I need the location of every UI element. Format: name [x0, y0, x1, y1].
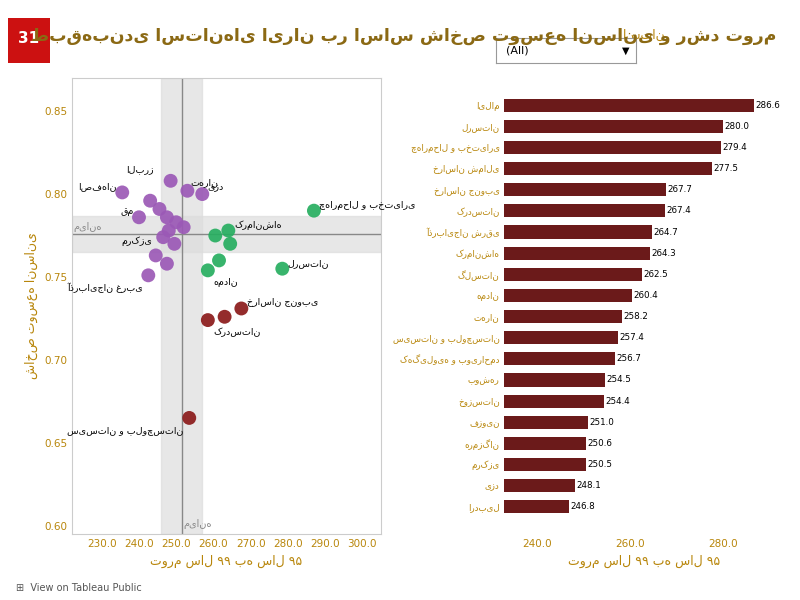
Text: کردستان: کردستان [214, 328, 261, 337]
Title: استان: استان [623, 29, 666, 42]
Text: سیستان و بلوچستان: سیستان و بلوچستان [67, 426, 184, 435]
Bar [0, 500, 569, 513]
Text: مرکزی: مرکزی [122, 237, 152, 247]
Text: آذربایجان غربی: آذربایجان غربی [67, 283, 142, 293]
Point [183, 413, 196, 423]
Point [276, 264, 289, 274]
Point [224, 239, 237, 248]
Point [164, 176, 177, 185]
Bar [0, 268, 642, 281]
Text: 267.4: 267.4 [666, 206, 691, 215]
Point [153, 204, 166, 214]
Text: طبقه‌بندی استان‌های ایران بر اساس شاخص توسعه انسانی و رشد تورم: طبقه‌بندی استان‌های ایران بر اساس شاخص ت… [30, 27, 776, 45]
Text: 286.6: 286.6 [755, 101, 780, 110]
Point [162, 226, 175, 235]
Bar [0, 437, 586, 450]
Text: ▼: ▼ [622, 46, 630, 55]
Bar [0, 289, 632, 302]
Text: 280.0: 280.0 [725, 122, 750, 131]
Text: 264.7: 264.7 [654, 227, 678, 236]
Text: 267.7: 267.7 [667, 185, 693, 194]
Text: 250.5: 250.5 [587, 460, 613, 469]
Bar [0, 373, 605, 386]
Text: (All): (All) [506, 46, 529, 55]
Bar [0, 247, 650, 260]
Bar [0, 99, 754, 112]
Point [213, 256, 226, 265]
Point [170, 217, 182, 227]
Text: اصفهان: اصفهان [78, 182, 117, 191]
Text: لرستان: لرستان [288, 259, 330, 268]
Bar [0, 141, 721, 154]
Bar [0, 226, 652, 239]
Point [168, 239, 181, 248]
Point [209, 231, 222, 241]
Text: 248.1: 248.1 [576, 481, 601, 490]
Text: 251.0: 251.0 [590, 418, 614, 427]
Text: البرز: البرز [126, 165, 154, 174]
Point [161, 259, 174, 269]
Bar [0, 162, 712, 175]
Point [144, 196, 157, 206]
Text: 250.6: 250.6 [588, 439, 613, 448]
Point [218, 312, 231, 322]
Text: 260.4: 260.4 [634, 291, 658, 300]
Text: 254.5: 254.5 [606, 376, 631, 385]
Bar [0, 120, 723, 133]
Text: تهران: تهران [190, 178, 218, 187]
Bar [0, 352, 615, 365]
Text: 262.5: 262.5 [643, 270, 668, 279]
Text: 254.4: 254.4 [606, 397, 630, 406]
Text: 279.4: 279.4 [722, 143, 746, 152]
Point [178, 223, 190, 232]
Point [116, 188, 129, 197]
Bar [0, 205, 665, 217]
Text: 256.7: 256.7 [616, 355, 641, 364]
Point [307, 206, 320, 215]
Point [181, 186, 194, 196]
Text: 258.2: 258.2 [623, 312, 648, 321]
Point [161, 212, 174, 222]
Bar [0, 479, 575, 492]
Point [202, 315, 214, 325]
Text: میانه: میانه [74, 222, 102, 232]
Text: همدان: همدان [214, 278, 238, 287]
Text: ⊞  View on Tableau Public: ⊞ View on Tableau Public [16, 583, 142, 593]
Text: 246.8: 246.8 [570, 502, 595, 511]
Point [142, 271, 154, 280]
Point [133, 212, 146, 222]
Bar [0, 183, 666, 196]
Bar [162, 78, 202, 534]
Point [235, 304, 248, 313]
Text: خراسان جنوبی: خراسان جنوبی [247, 297, 318, 306]
Bar [0, 395, 604, 407]
Bar [0, 416, 588, 429]
Point [157, 232, 170, 242]
Text: چهارمحال و بختیاری: چهارمحال و بختیاری [319, 200, 416, 209]
Text: 31: 31 [18, 31, 39, 46]
Point [202, 266, 214, 275]
X-axis label: تورم سال ۹۹ به سال ۹۵: تورم سال ۹۹ به سال ۹۵ [150, 554, 302, 568]
Text: 264.3: 264.3 [652, 248, 677, 257]
Y-axis label: شاخص توسعه انسانی: شاخص توسعه انسانی [26, 233, 38, 379]
Bar [0, 310, 622, 323]
Bar [0, 331, 618, 344]
Bar [72, 215, 381, 252]
Text: قم: قم [120, 207, 134, 216]
Point [150, 251, 162, 260]
X-axis label: تورم سال ۹۹ به سال ۹۵: تورم سال ۹۹ به سال ۹۵ [568, 554, 720, 568]
Point [196, 189, 209, 199]
Text: کرمانشاه: کرمانشاه [234, 220, 282, 230]
Bar [0, 458, 586, 471]
Point [222, 226, 234, 235]
Text: 257.4: 257.4 [619, 333, 645, 342]
Text: میانه: میانه [183, 519, 211, 529]
Text: یزد: یزد [208, 182, 224, 191]
Text: 277.5: 277.5 [713, 164, 738, 173]
